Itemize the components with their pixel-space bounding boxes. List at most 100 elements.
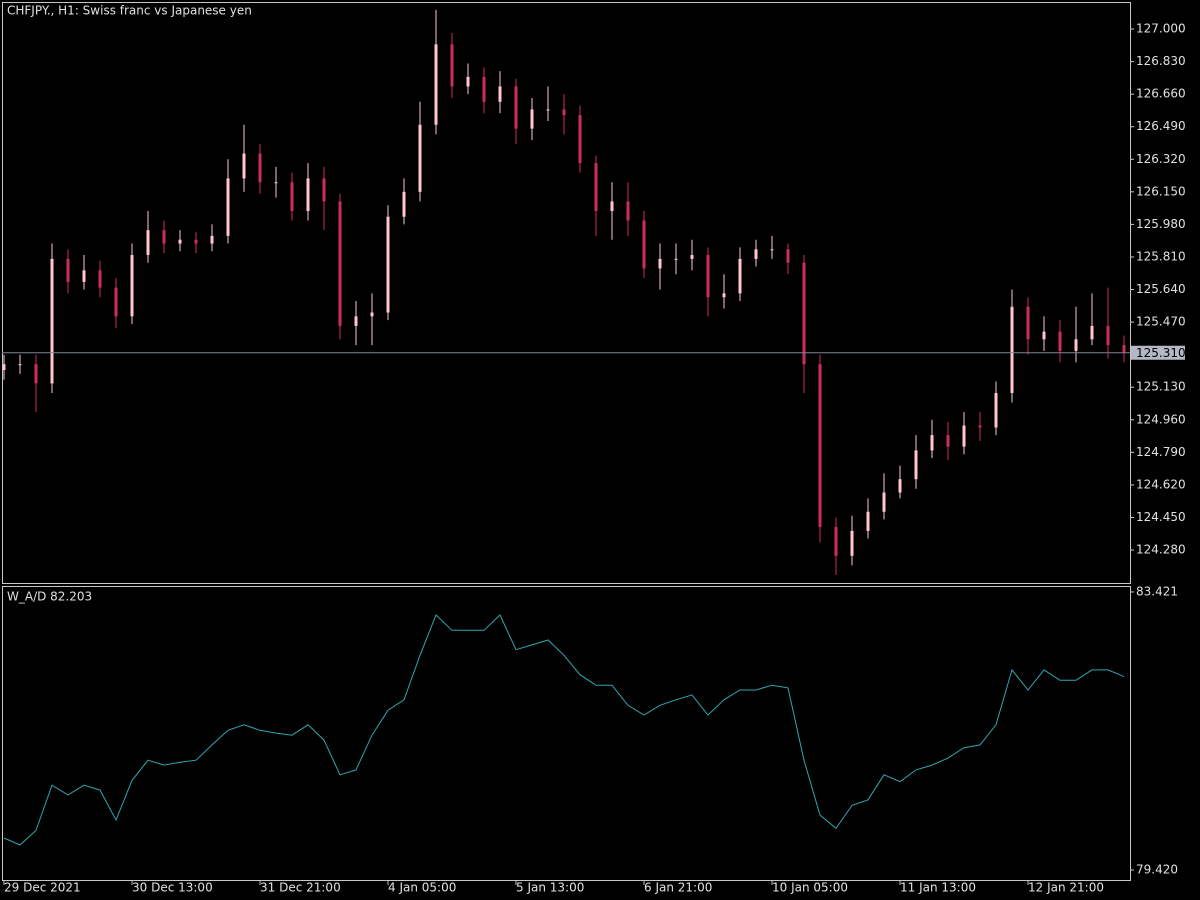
candle-body [1058, 331, 1062, 351]
candle-body [594, 163, 598, 211]
candle-body [114, 287, 118, 317]
candle-body [354, 316, 358, 326]
candle-body [482, 76, 486, 102]
candle-body [642, 220, 646, 269]
chart-title: CHFJPY., H1: Swiss franc vs Japanese yen [7, 4, 252, 18]
x-tick-label: 6 Jan 21:00 [644, 881, 712, 895]
candle-body [338, 201, 342, 326]
y-tick-label: 126.490 [1136, 119, 1186, 133]
indicator-pane-frame [2, 586, 1131, 881]
candle-body [146, 230, 150, 256]
candle-body [818, 364, 822, 528]
y-tick-label: 124.280 [1136, 543, 1186, 557]
candle-body [290, 182, 294, 211]
candle-body [578, 115, 582, 164]
candle-body [18, 364, 22, 366]
candle-body [194, 239, 198, 244]
candle-body [834, 527, 838, 556]
candle-body [1122, 345, 1126, 353]
candle-body [386, 216, 390, 313]
candle-body [370, 312, 374, 317]
candle-body [674, 258, 678, 260]
x-tick-label: 10 Jan 05:00 [772, 881, 848, 895]
indicator-title: W_A/D 82.203 [7, 590, 92, 604]
candle-body [610, 201, 614, 211]
candle-body [914, 450, 918, 480]
candle-body [978, 425, 982, 428]
candle-body [82, 270, 86, 282]
candle-body [466, 76, 470, 87]
candle-body [226, 178, 230, 236]
y-tick-label: 126.150 [1136, 184, 1186, 198]
x-tick-label: 29 Dec 2021 [4, 881, 81, 895]
candle-body [130, 255, 134, 317]
candle-body [850, 530, 854, 556]
candle-body [690, 255, 694, 259]
candle-body [898, 479, 902, 493]
candle-body [98, 270, 102, 288]
candle-body [1010, 306, 1014, 393]
y-tick-label: 125.980 [1136, 217, 1186, 231]
y-tick-label: 124.960 [1136, 412, 1186, 426]
candle-body [754, 249, 758, 259]
indicator-line [3, 614, 1125, 846]
candle-body [802, 262, 806, 365]
y-tick-label: 126.830 [1136, 54, 1186, 68]
y-tick-label: 125.130 [1136, 380, 1186, 394]
candle-body [50, 258, 54, 384]
candle-body [946, 435, 950, 447]
candle-body [178, 239, 182, 244]
candle-body [786, 249, 790, 263]
candle-body [34, 364, 38, 384]
candle-body [258, 153, 262, 183]
y-tick-label: 124.450 [1136, 510, 1186, 524]
y-tick-label: 125.640 [1136, 282, 1186, 296]
y-tick-label: 125.810 [1136, 249, 1186, 263]
x-tick-label: 5 Jan 13:00 [516, 881, 584, 895]
candle-body [306, 178, 310, 211]
current-price-tag [1131, 345, 1185, 360]
y-tick-label: 79.420 [1136, 862, 1178, 876]
candle-body [546, 109, 550, 111]
candle-body [994, 392, 998, 428]
candle-body [274, 182, 278, 184]
y-tick-label: 124.790 [1136, 445, 1186, 459]
y-tick-label: 126.320 [1136, 152, 1186, 166]
candle-body [162, 230, 166, 244]
y-tick-label: 125.470 [1136, 315, 1186, 329]
candle-body [1026, 306, 1030, 340]
x-tick-label: 4 Jan 05:00 [388, 881, 456, 895]
candle-body [738, 258, 742, 294]
candle-body [1042, 331, 1046, 340]
candle-body [962, 425, 966, 447]
candle-body [210, 235, 214, 244]
x-tick-label: 31 Dec 21:00 [260, 881, 341, 895]
candle-body [706, 255, 710, 298]
price-pane-frame [2, 2, 1131, 584]
candle-body [930, 435, 934, 451]
candle-body [402, 191, 406, 217]
x-tick-label: 30 Dec 13:00 [132, 881, 213, 895]
candle-body [514, 86, 518, 129]
candle-body [498, 86, 502, 102]
candle-body [1090, 325, 1094, 340]
candle-body [530, 109, 534, 129]
candle-body [1106, 325, 1110, 346]
x-tick-label: 11 Jan 13:00 [900, 881, 976, 895]
candle-body [1074, 339, 1078, 351]
candle-body [722, 293, 726, 298]
candle-body [66, 258, 70, 282]
candle-body [866, 511, 870, 531]
candle-body [434, 44, 438, 125]
candle-body [2, 364, 6, 370]
y-tick-label: 126.660 [1136, 87, 1186, 101]
candle-body [658, 258, 662, 269]
candle-body [770, 249, 774, 251]
current-price-label: 125.310 [1136, 346, 1186, 360]
candle-body [626, 201, 630, 221]
y-tick-label: 124.620 [1136, 477, 1186, 491]
candle-body [450, 44, 454, 87]
